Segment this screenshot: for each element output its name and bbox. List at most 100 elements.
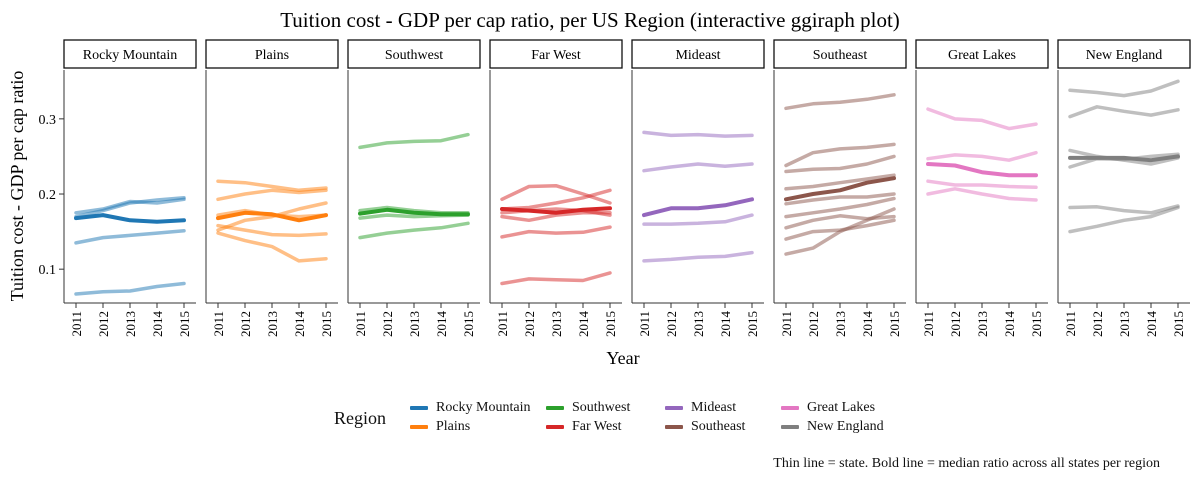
- median-line[interactable]: [784, 176, 896, 202]
- y-tick-label: 0.2: [39, 188, 57, 203]
- chart: Tuition cost - GDP per cap ratio, per US…: [7, 8, 1191, 368]
- state-line[interactable]: [500, 188, 612, 211]
- median-line[interactable]: [216, 210, 328, 223]
- state-line[interactable]: [500, 211, 612, 223]
- state-line[interactable]: [784, 154, 896, 174]
- state-line[interactable]: [1068, 105, 1180, 119]
- y-axis-label: Tuition cost - GDP per cap ratio: [7, 71, 27, 302]
- legend-label: Far West: [572, 419, 622, 434]
- x-tick-label: 2015: [319, 311, 334, 337]
- x-tick-label: 2015: [887, 311, 902, 337]
- state-line[interactable]: [358, 132, 470, 150]
- facet-label: Southeast: [813, 48, 868, 63]
- x-tick-label: 2012: [1090, 311, 1105, 337]
- x-tick-label: 2014: [1144, 311, 1159, 338]
- x-tick-label: 2011: [353, 311, 368, 337]
- legend-label: New England: [807, 419, 884, 434]
- state-line[interactable]: [1068, 204, 1180, 215]
- legend-label: Mideast: [691, 400, 737, 415]
- x-tick-label: 2014: [718, 311, 733, 338]
- median-line[interactable]: [500, 206, 612, 215]
- x-tick-label: 2011: [69, 311, 84, 337]
- state-line[interactable]: [1068, 79, 1180, 98]
- x-tick-label: 2012: [522, 311, 537, 337]
- x-tick-label: 2012: [664, 311, 679, 337]
- median-line[interactable]: [74, 213, 186, 224]
- x-tick-label: 2012: [806, 311, 821, 337]
- legend-item: Southeast: [665, 419, 745, 435]
- legend-label: Plains: [436, 419, 471, 434]
- x-tick-label: 2011: [495, 311, 510, 337]
- state-line[interactable]: [926, 179, 1038, 190]
- state-line[interactable]: [784, 93, 896, 111]
- x-tick-label: 2013: [1117, 311, 1132, 337]
- state-line[interactable]: [926, 187, 1038, 202]
- x-tick-label: 2011: [1063, 311, 1078, 337]
- facet-label: Rocky Mountain: [83, 48, 178, 63]
- facet-panel: Plains 2011 2012 2013 2014 2015: [205, 39, 339, 337]
- x-tick-label: 2011: [637, 311, 652, 337]
- median-line[interactable]: [642, 197, 754, 218]
- state-line[interactable]: [74, 197, 186, 215]
- facet-label: Plains: [255, 48, 289, 63]
- state-line[interactable]: [500, 271, 612, 286]
- legend-swatch: [665, 425, 683, 429]
- x-tick-label: 2012: [380, 311, 395, 337]
- facet-label: Great Lakes: [948, 48, 1016, 63]
- x-tick-label: 2015: [745, 311, 760, 337]
- x-tick-label: 2013: [407, 311, 422, 337]
- facet-strip: [631, 39, 765, 69]
- state-line[interactable]: [216, 201, 328, 232]
- legend-swatch: [781, 406, 799, 410]
- y-tick-label: 0.3: [39, 113, 57, 128]
- state-line[interactable]: [784, 192, 896, 206]
- state-line[interactable]: [642, 250, 754, 263]
- x-tick-label: 2012: [948, 311, 963, 337]
- state-line[interactable]: [926, 150, 1038, 162]
- x-tick-label: 2014: [576, 311, 591, 338]
- legend-swatch: [546, 425, 564, 429]
- median-line[interactable]: [926, 162, 1038, 178]
- state-line[interactable]: [784, 207, 896, 256]
- state-line[interactable]: [216, 231, 328, 263]
- x-tick-label: 2015: [603, 311, 618, 337]
- state-line[interactable]: [926, 107, 1038, 131]
- legend-label: Southeast: [691, 419, 746, 434]
- state-line[interactable]: [784, 196, 896, 219]
- state-line[interactable]: [358, 221, 470, 240]
- facet-strip: [1057, 39, 1191, 69]
- state-line[interactable]: [784, 142, 896, 168]
- legend-item: Mideast: [665, 400, 736, 416]
- x-tick-label: 2012: [238, 311, 253, 337]
- facet-label: Southwest: [385, 48, 443, 63]
- facet-label: Mideast: [675, 48, 720, 63]
- facet-strip: [915, 39, 1049, 69]
- median-line[interactable]: [1068, 154, 1180, 163]
- state-line[interactable]: [642, 213, 754, 226]
- state-line[interactable]: [216, 179, 328, 193]
- state-line[interactable]: [642, 130, 754, 138]
- facet-panel: Southwest 2011 2012 2013 2014 2015: [347, 39, 481, 337]
- legend-swatch: [665, 406, 683, 410]
- x-axis-label: Year: [606, 348, 639, 368]
- y-axis: 0.1 0.2 0.3: [39, 113, 64, 278]
- state-line[interactable]: [1068, 205, 1180, 234]
- state-line[interactable]: [784, 173, 896, 191]
- state-line[interactable]: [500, 225, 612, 239]
- x-tick-label: 2013: [549, 311, 564, 337]
- legend-title: Region: [334, 408, 386, 428]
- chart-title: Tuition cost - GDP per cap ratio, per US…: [280, 8, 900, 32]
- state-line[interactable]: [216, 188, 328, 202]
- state-line[interactable]: [74, 229, 186, 245]
- state-line[interactable]: [216, 223, 328, 238]
- state-line[interactable]: [642, 162, 754, 173]
- legend-label: Rocky Mountain: [436, 400, 531, 415]
- median-line[interactable]: [358, 207, 470, 217]
- facet-strip: [773, 39, 907, 69]
- state-line[interactable]: [74, 281, 186, 296]
- facet-panel: Rocky Mountain 2011 2012 2013 2014 2015: [63, 39, 197, 337]
- legend-item: Far West: [546, 419, 622, 435]
- legend-swatch: [546, 406, 564, 410]
- facet-label: New England: [1086, 48, 1163, 63]
